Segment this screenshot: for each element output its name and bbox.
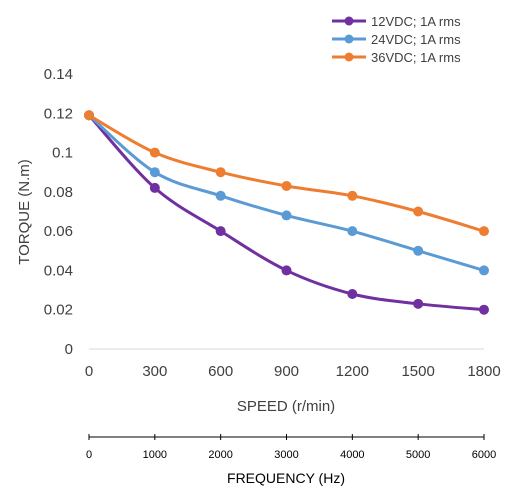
y-tick-label: 0.1 [52, 145, 73, 162]
x-tick-label: 900 [274, 363, 299, 380]
x-tick-label: 0 [85, 363, 93, 380]
data-point [479, 226, 489, 237]
frequency-axis-title: FREQUENCY (Hz) [227, 470, 345, 486]
data-point [215, 190, 226, 201]
y-tick-label: 0.14 [44, 66, 73, 83]
y-tick-label: 0.08 [44, 184, 73, 201]
y-tick-label: 0.02 [44, 302, 73, 319]
data-point [215, 226, 226, 237]
data-point [479, 265, 489, 276]
frequency-axis-ticks: 0 1000 2000 3000 4000 5000 6000 [86, 434, 496, 461]
frequency-tick-label: 0 [86, 449, 92, 461]
x-tick-label: 1500 [401, 363, 434, 380]
series-lines [84, 110, 489, 315]
frequency-tick-label: 4000 [340, 449, 364, 461]
legend-label: 36VDC; 1A rms [371, 50, 461, 65]
y-tick-label: 0.04 [44, 262, 73, 279]
data-point [413, 245, 424, 256]
data-point [413, 298, 424, 309]
data-point [84, 110, 94, 121]
data-point [413, 206, 424, 217]
data-point [149, 182, 160, 193]
x-axis-ticks: 0 300 600 900 1200 1500 1800 [85, 363, 501, 380]
frequency-tick-label: 5000 [406, 449, 430, 461]
frequency-tick-label: 6000 [472, 449, 496, 461]
data-point [347, 190, 358, 201]
y-tick-label: 0.06 [44, 223, 73, 240]
legend-marker [344, 16, 354, 26]
legend: 12VDC; 1A rms 24VDC; 1A rms 36VDC; 1A rms [332, 14, 461, 65]
series-line-2 [87, 113, 486, 272]
frequency-tick-label: 3000 [274, 449, 298, 461]
data-point [347, 289, 358, 299]
data-point [149, 167, 160, 178]
x-tick-label: 600 [208, 363, 233, 380]
data-point [215, 167, 226, 178]
frequency-tick-label: 2000 [208, 449, 232, 461]
frequency-tick-label: 1000 [143, 449, 167, 461]
legend-label: 24VDC; 1A rms [371, 32, 461, 47]
data-point [149, 147, 160, 158]
data-point [281, 265, 292, 276]
legend-marker [344, 34, 354, 44]
y-axis-ticks: 0 0.02 0.04 0.06 0.08 0.1 0.12 0.14 [44, 66, 73, 358]
x-tick-label: 300 [142, 363, 167, 380]
y-axis-title: TORQUE (N.m) [16, 159, 33, 265]
data-point [347, 226, 358, 237]
x-tick-label: 1800 [467, 363, 500, 380]
x-tick-label: 1200 [336, 363, 369, 380]
data-point [479, 304, 489, 315]
data-point [281, 210, 292, 221]
x-axis-title: SPEED (r/min) [237, 398, 335, 415]
y-tick-label: 0.12 [44, 105, 73, 122]
y-tick-label: 0 [65, 341, 73, 358]
legend-label: 12VDC; 1A rms [371, 14, 461, 29]
data-point [281, 180, 292, 191]
legend-marker [344, 52, 354, 62]
